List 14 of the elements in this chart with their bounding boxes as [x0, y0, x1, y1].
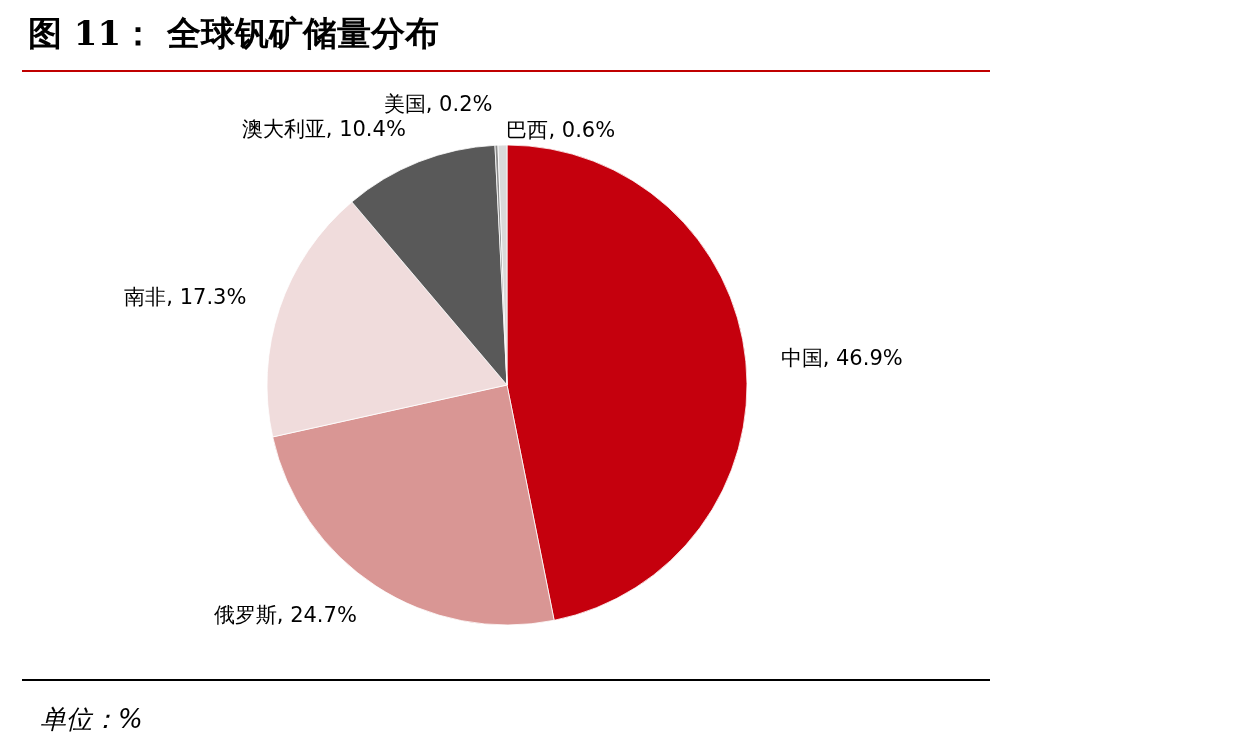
text: 单位：%: [40, 704, 143, 734]
data-label: , 46.9%: [822, 345, 903, 370]
slice-label: 俄罗斯: [213, 603, 277, 628]
data-label: , 0.2%: [425, 92, 493, 116]
slice-label: 美国: [383, 92, 426, 116]
slice-label: 澳大利亚: [241, 117, 326, 142]
data-label: , 0.6%: [548, 118, 616, 142]
data-label: , 24.7%: [276, 603, 357, 628]
data-label: , 17.3%: [166, 285, 247, 310]
slice-label: 中国: [780, 345, 823, 370]
chart-title: 图 11： 全球钒矿储量分布: [28, 13, 439, 53]
data-label: , 10.4%: [325, 117, 406, 142]
slice-label: 巴西: [506, 118, 549, 142]
slice-label: 南非: [124, 285, 167, 310]
